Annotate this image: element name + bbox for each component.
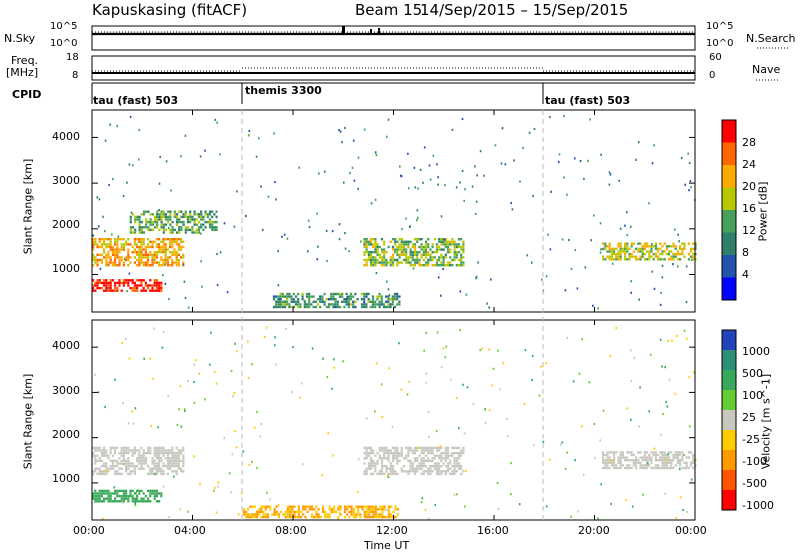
- velocity-panel-frame: [91, 319, 696, 521]
- scatter-region-1: [92, 489, 163, 503]
- scatter-noise: [92, 115, 696, 310]
- velocity-ytick-4000: 4000: [52, 339, 80, 352]
- power-cb-swatch: [722, 187, 736, 210]
- velocity-ytick-1000: 1000: [52, 472, 80, 485]
- scatter-region-3: [363, 238, 465, 267]
- velocity-cb-swatch: [722, 430, 736, 450]
- velocity-cb-swatch: [722, 350, 736, 370]
- nsky-tick-bottom: 10^0: [50, 38, 78, 49]
- power-cb-tick-28: 28: [742, 136, 756, 149]
- xtick-20: 20:00: [578, 524, 610, 537]
- scatter-region-2: [363, 446, 465, 476]
- power-cb-tick-24: 24: [742, 158, 756, 171]
- power-cb-swatch: [722, 165, 736, 188]
- scatter-region-2: [129, 210, 218, 234]
- velocity-colorbar: [721, 329, 737, 511]
- power-ytick-4000: 4000: [52, 130, 80, 143]
- scatter-region-1: [92, 238, 185, 267]
- velocity-cb-swatch: [722, 330, 736, 350]
- power-cb-tick-8: 8: [742, 246, 749, 259]
- cpid-segment-3: tau (fast) 503: [545, 94, 631, 107]
- freq-tick-bottom: 8: [72, 70, 79, 81]
- power-cb-swatch: [722, 210, 736, 233]
- power-ytick-3000: 3000: [52, 174, 80, 187]
- power-cb-tick-20: 20: [742, 180, 756, 193]
- cpid-segment-1: tau (fast) 503: [93, 94, 179, 107]
- nsearch-tick-top: 10^5: [706, 21, 734, 32]
- nave-label: Nave: [752, 63, 781, 76]
- scatter-region-5: [272, 292, 401, 309]
- freq-panel-frame: [91, 55, 696, 81]
- velocity-heatmap: [92, 326, 697, 521]
- velocity-ytick-2000: 2000: [52, 428, 80, 441]
- power-cb-frame: [721, 119, 737, 301]
- power-cb-swatch: [722, 142, 736, 165]
- velocity-cb-swatch: [722, 450, 736, 470]
- scatter-region-4: [242, 505, 399, 519]
- power-cb-swatch: [722, 120, 736, 143]
- cpid-segment-2: themis 3300: [245, 84, 322, 97]
- velocity-cb-swatch: [722, 490, 736, 510]
- freq-label-2: [MHz]: [6, 66, 39, 79]
- velocity-cb-frame: [721, 329, 737, 511]
- axis-ticks: [91, 110, 696, 520]
- nave-tick-bottom: 0: [709, 70, 716, 81]
- nsky-spike: [342, 26, 345, 34]
- scatter-noise: [94, 326, 695, 521]
- power-ytick-2000: 2000: [52, 218, 80, 231]
- vel-cb-tick-500: 500: [742, 367, 763, 380]
- vel-cb-tick-25: 25: [742, 411, 756, 424]
- nsky-label: N.Sky: [4, 32, 36, 45]
- vel-cb-tick-m25: -25: [742, 433, 760, 446]
- scatter-region-3: [602, 451, 697, 470]
- nave-tick-top: 60: [709, 52, 722, 63]
- site-title: Kapuskasing (fitACF): [92, 1, 248, 19]
- freq-label-1: Freq.: [11, 54, 39, 67]
- freq-tick-top: 18: [66, 52, 79, 63]
- xtick-16: 16:00: [477, 524, 509, 537]
- power-cb-tick-12: 12: [742, 224, 756, 237]
- nsky-spike: [378, 28, 380, 34]
- beam-title: Beam 15: [355, 1, 423, 19]
- vel-cb-tick-1000: 1000: [742, 345, 770, 358]
- power-heatmap: [92, 115, 697, 310]
- x-axis-label: Time UT: [364, 539, 410, 552]
- nsearch-label: N.Search: [746, 32, 796, 45]
- power-cb-swatch: [722, 255, 736, 278]
- cpid-label: CPID: [12, 88, 42, 101]
- vel-cb-tick-m1000: -1000: [742, 499, 774, 512]
- vel-cb-tick-100: 100: [742, 389, 763, 402]
- velocity-ytick-3000: 3000: [52, 384, 80, 397]
- power-cb-swatch: [722, 277, 736, 300]
- power-cb-swatch: [722, 232, 736, 255]
- velocity-cb-swatch: [722, 370, 736, 390]
- xtick-12: 12:00: [376, 524, 408, 537]
- nsky-tick-top: 10^5: [50, 21, 78, 32]
- power-cb-tick-4: 4: [742, 268, 749, 281]
- xtick-08: 08:00: [275, 524, 307, 537]
- nsearch-tick-bottom: 10^0: [706, 38, 734, 49]
- xtick-24: 00:00: [675, 524, 707, 537]
- xtick-04: 04:00: [174, 524, 206, 537]
- scatter-region-0: [92, 446, 185, 476]
- power-cb-tick-16: 16: [742, 202, 756, 215]
- velocity-cb-swatch: [722, 410, 736, 430]
- nsky-spike: [370, 29, 372, 34]
- scatter-region-0: [92, 279, 163, 292]
- date-range: 14/Sep/2015 – 15/Sep/2015: [420, 1, 629, 19]
- nsky-panel-frame: [91, 25, 696, 51]
- velocity-cb-swatch: [722, 390, 736, 410]
- vel-cb-tick-m100: -100: [742, 455, 767, 468]
- power-ytick-1000: 1000: [52, 262, 80, 275]
- vel-cb-tick-m500: -500: [742, 477, 767, 490]
- scatter-region-4: [602, 242, 697, 261]
- xtick-00: 00:00: [73, 524, 105, 537]
- velocity-cb-swatch: [722, 470, 736, 490]
- power-colorbar: [721, 119, 737, 301]
